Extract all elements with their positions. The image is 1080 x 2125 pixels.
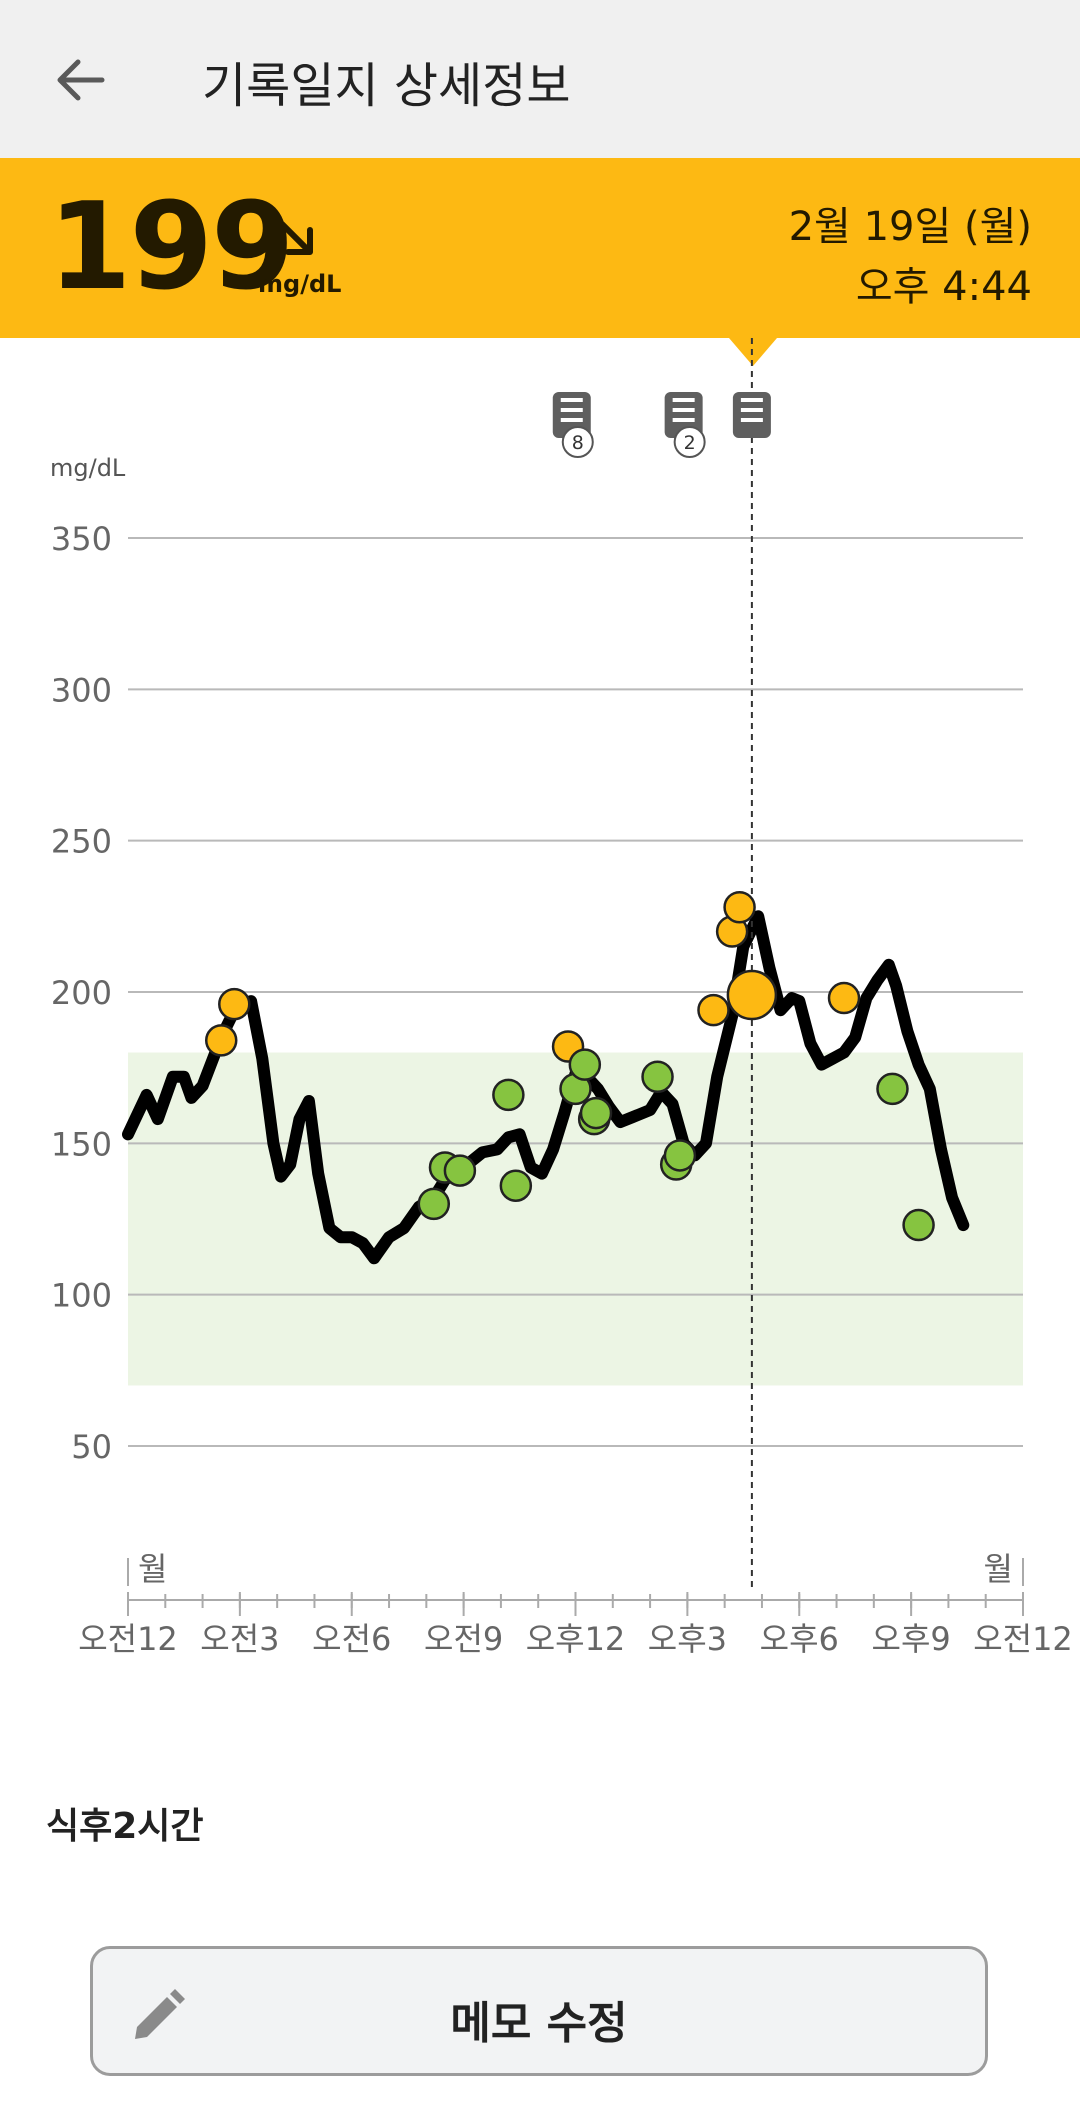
glucose-chart[interactable]: mg/dL 50 100 150 200 250 300 350 오전12 오전3 오전6 오전9 오후… — [0, 338, 1080, 1668]
unit-label: mg/dL — [258, 270, 342, 298]
reading-point[interactable] — [204, 1024, 238, 1057]
x-tick-label: 오전12 — [78, 1620, 178, 1658]
y-tick-label: 200 — [51, 974, 112, 1012]
edit-memo-button[interactable]: 메모 수정 — [90, 1946, 988, 2076]
note-count-badge — [673, 426, 706, 458]
note-count-label: 2 — [684, 432, 696, 454]
arrow-down-right-icon — [279, 221, 313, 255]
reading-point[interactable] — [641, 1060, 674, 1093]
x-tick-label: 오후12 — [526, 1620, 626, 1658]
y-tick-label: 300 — [51, 671, 112, 709]
y-axis-unit-label: mg/dL — [50, 454, 126, 482]
selected-reading-point[interactable] — [726, 969, 778, 1021]
reading-point[interactable] — [443, 1154, 477, 1187]
y-tick-label: 50 — [71, 1428, 112, 1466]
day-label: 월 — [138, 1550, 167, 1588]
reading-point[interactable] — [827, 981, 861, 1015]
reading-point[interactable] — [723, 891, 756, 924]
pencil-icon — [135, 1989, 185, 2039]
y-tick-label: 150 — [51, 1125, 112, 1163]
edit-memo-label: 메모 수정 — [450, 1998, 628, 2049]
reading-banner: 199 mg/dL 2월 19일 (월) 오후 4:44 — [0, 158, 1080, 338]
glucose-line — [122, 910, 970, 1265]
reading-point[interactable] — [218, 987, 251, 1021]
memo-text: 식후2시간 — [46, 1806, 204, 1847]
page-title: 기록일지 상세정보 — [202, 58, 571, 114]
note-count-label: 8 — [572, 432, 584, 454]
x-tick-label: 오후6 — [760, 1620, 839, 1658]
reading-date: 2월 19일 (월) — [788, 204, 1032, 250]
app-bar: 기록일지 상세정보 — [0, 0, 1080, 158]
reading-point[interactable] — [417, 1187, 451, 1221]
reading-point[interactable] — [902, 1208, 935, 1242]
back-button[interactable] — [40, 44, 120, 116]
arrow-left-icon — [57, 59, 105, 101]
note-icon[interactable] — [732, 392, 771, 438]
x-tick-label: 오전3 — [200, 1620, 279, 1658]
x-tick-label: 오후3 — [648, 1620, 727, 1658]
x-tick-label: 오전9 — [424, 1620, 503, 1658]
reading-point[interactable] — [499, 1169, 533, 1202]
x-tick-label: 오전12 — [973, 1620, 1073, 1658]
reading-point[interactable] — [568, 1048, 602, 1081]
reading-point[interactable] — [579, 1096, 613, 1130]
reading-point[interactable] — [492, 1078, 525, 1112]
reading-point[interactable] — [663, 1139, 697, 1172]
x-tick-label: 오전6 — [312, 1620, 391, 1658]
glucose-value: 199 — [48, 178, 294, 317]
reading-point[interactable] — [876, 1072, 909, 1106]
x-tick-label: 오후9 — [872, 1620, 951, 1658]
reading-time: 오후 4:44 — [855, 264, 1032, 310]
target-range-band — [128, 1052, 1023, 1386]
day-label: 월 — [984, 1550, 1013, 1588]
reading-point[interactable] — [697, 993, 730, 1027]
y-tick-label: 350 — [51, 520, 112, 558]
y-tick-label: 100 — [51, 1277, 112, 1315]
note-count-badge — [561, 426, 594, 458]
banner-pointer — [729, 338, 777, 366]
y-tick-label: 250 — [51, 823, 112, 861]
